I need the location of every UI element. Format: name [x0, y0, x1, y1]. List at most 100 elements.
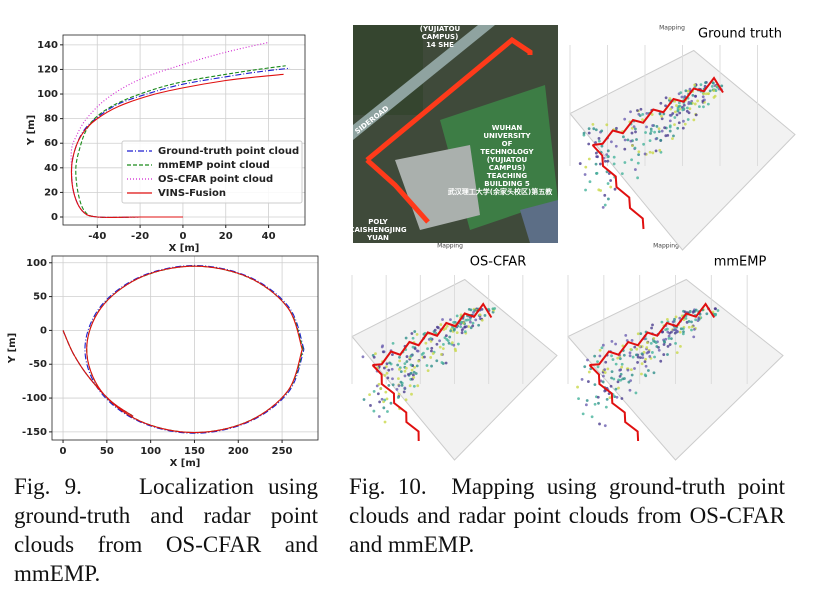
- cloud-point: [694, 94, 697, 98]
- cloud-point: [603, 389, 607, 393]
- cloud-point: [576, 385, 579, 389]
- cloud-point: [389, 401, 393, 405]
- cloud-point: [628, 388, 632, 392]
- cloud-point: [711, 81, 715, 85]
- y-tick-label: 50: [33, 292, 47, 303]
- cloud-point: [629, 348, 633, 351]
- cloud-point: [600, 346, 604, 350]
- cloud-point: [616, 380, 620, 384]
- cloud-point: [391, 377, 394, 381]
- cloud-point: [614, 387, 618, 391]
- cloud-point: [616, 356, 620, 360]
- cloud-point: [649, 127, 653, 131]
- cloud-point: [697, 316, 701, 320]
- cloud-point: [623, 161, 627, 164]
- cloud-point: [712, 95, 716, 99]
- cloud-point: [474, 318, 478, 322]
- x-tick-label: 0: [60, 446, 67, 457]
- cloud-point: [679, 91, 683, 95]
- cloud-point: [666, 344, 670, 348]
- cloud-point: [381, 350, 385, 354]
- cloud-point: [402, 390, 406, 394]
- cloud-point: [397, 377, 400, 381]
- cloud-point: [439, 323, 443, 326]
- cloud-point: [415, 333, 419, 336]
- y-tick-label: 40: [44, 163, 58, 174]
- cloud-point: [431, 352, 435, 355]
- cloud-point: [385, 397, 389, 401]
- cloud-point: [659, 101, 663, 105]
- plot-frame: [62, 34, 306, 226]
- cloud-point: [606, 159, 610, 163]
- cloud-point: [679, 344, 682, 348]
- cloud-point: [651, 323, 654, 327]
- cloud-point: [615, 126, 618, 130]
- cloud-point: [596, 360, 599, 364]
- cloud-point: [602, 374, 605, 378]
- cloud-point: [441, 318, 444, 321]
- cloud-point: [426, 347, 429, 351]
- cloud-point: [404, 336, 408, 340]
- cloud-point: [699, 83, 703, 87]
- x-tick-label: 150: [184, 446, 205, 457]
- series-line: [70, 73, 284, 219]
- cloud-point: [471, 324, 475, 328]
- cloud-point: [648, 139, 652, 143]
- map-label: TEACHING: [487, 172, 527, 180]
- cloud-point: [681, 332, 685, 336]
- cloud-point: [441, 347, 445, 350]
- cloud-point: [445, 324, 449, 328]
- cloud-point: [673, 123, 676, 127]
- cloud-point: [633, 127, 637, 131]
- cloud-point: [460, 331, 464, 335]
- cloud-point: [663, 126, 667, 130]
- cloud-point: [636, 161, 640, 165]
- cloud-point: [606, 182, 610, 185]
- map-photo: (YUJIATOU CAMPUS) 14 SHE SIDEROAD WUHAN …: [349, 25, 558, 243]
- cloud-point: [686, 89, 690, 93]
- cloud-point: [448, 335, 452, 339]
- cloud-point: [396, 363, 400, 367]
- cloud-point: [444, 334, 448, 337]
- cloud-point: [690, 328, 693, 332]
- cloud-point: [635, 347, 639, 351]
- cloud-point: [633, 367, 636, 370]
- cloud-point: [620, 365, 624, 369]
- cloud-point: [628, 354, 632, 358]
- cloud-point: [586, 358, 589, 362]
- cloud-point: [382, 366, 386, 370]
- legend-label: Ground-truth point cloud: [158, 146, 299, 157]
- cloud-point: [649, 129, 653, 133]
- cloud-point: [652, 336, 656, 340]
- cloud-point: [468, 320, 472, 324]
- cloud-point: [598, 422, 601, 426]
- x-tick-label: -40: [88, 231, 106, 242]
- cloud-point: [404, 398, 408, 402]
- cloud-point: [643, 152, 647, 156]
- cloud-point: [425, 364, 429, 367]
- cloud-point: [651, 124, 655, 127]
- cloud-point: [450, 341, 454, 345]
- x-tick-label: 40: [262, 231, 276, 242]
- cloud-point: [405, 355, 409, 358]
- cloud-point: [617, 386, 620, 390]
- cloud-point: [582, 131, 586, 135]
- cloud-point: [668, 331, 672, 335]
- cloud-point: [491, 307, 495, 311]
- panel-title: OS-CFAR: [470, 255, 526, 270]
- cloud-point: [666, 317, 669, 321]
- cloud-point: [640, 362, 644, 366]
- cloud-point: [455, 314, 459, 318]
- cloud-point: [584, 188, 587, 192]
- cloud-point: [706, 102, 710, 106]
- cloud-point: [701, 99, 705, 103]
- cloud-point: [664, 328, 668, 332]
- cloud-point: [716, 309, 720, 312]
- cloud-point: [613, 395, 617, 399]
- cloud-point: [455, 331, 459, 335]
- point-cloud-panel: [569, 45, 796, 251]
- cloud-point: [633, 168, 637, 171]
- cloud-point: [580, 377, 584, 381]
- cloud-point: [434, 331, 438, 335]
- cloud-point: [411, 373, 415, 377]
